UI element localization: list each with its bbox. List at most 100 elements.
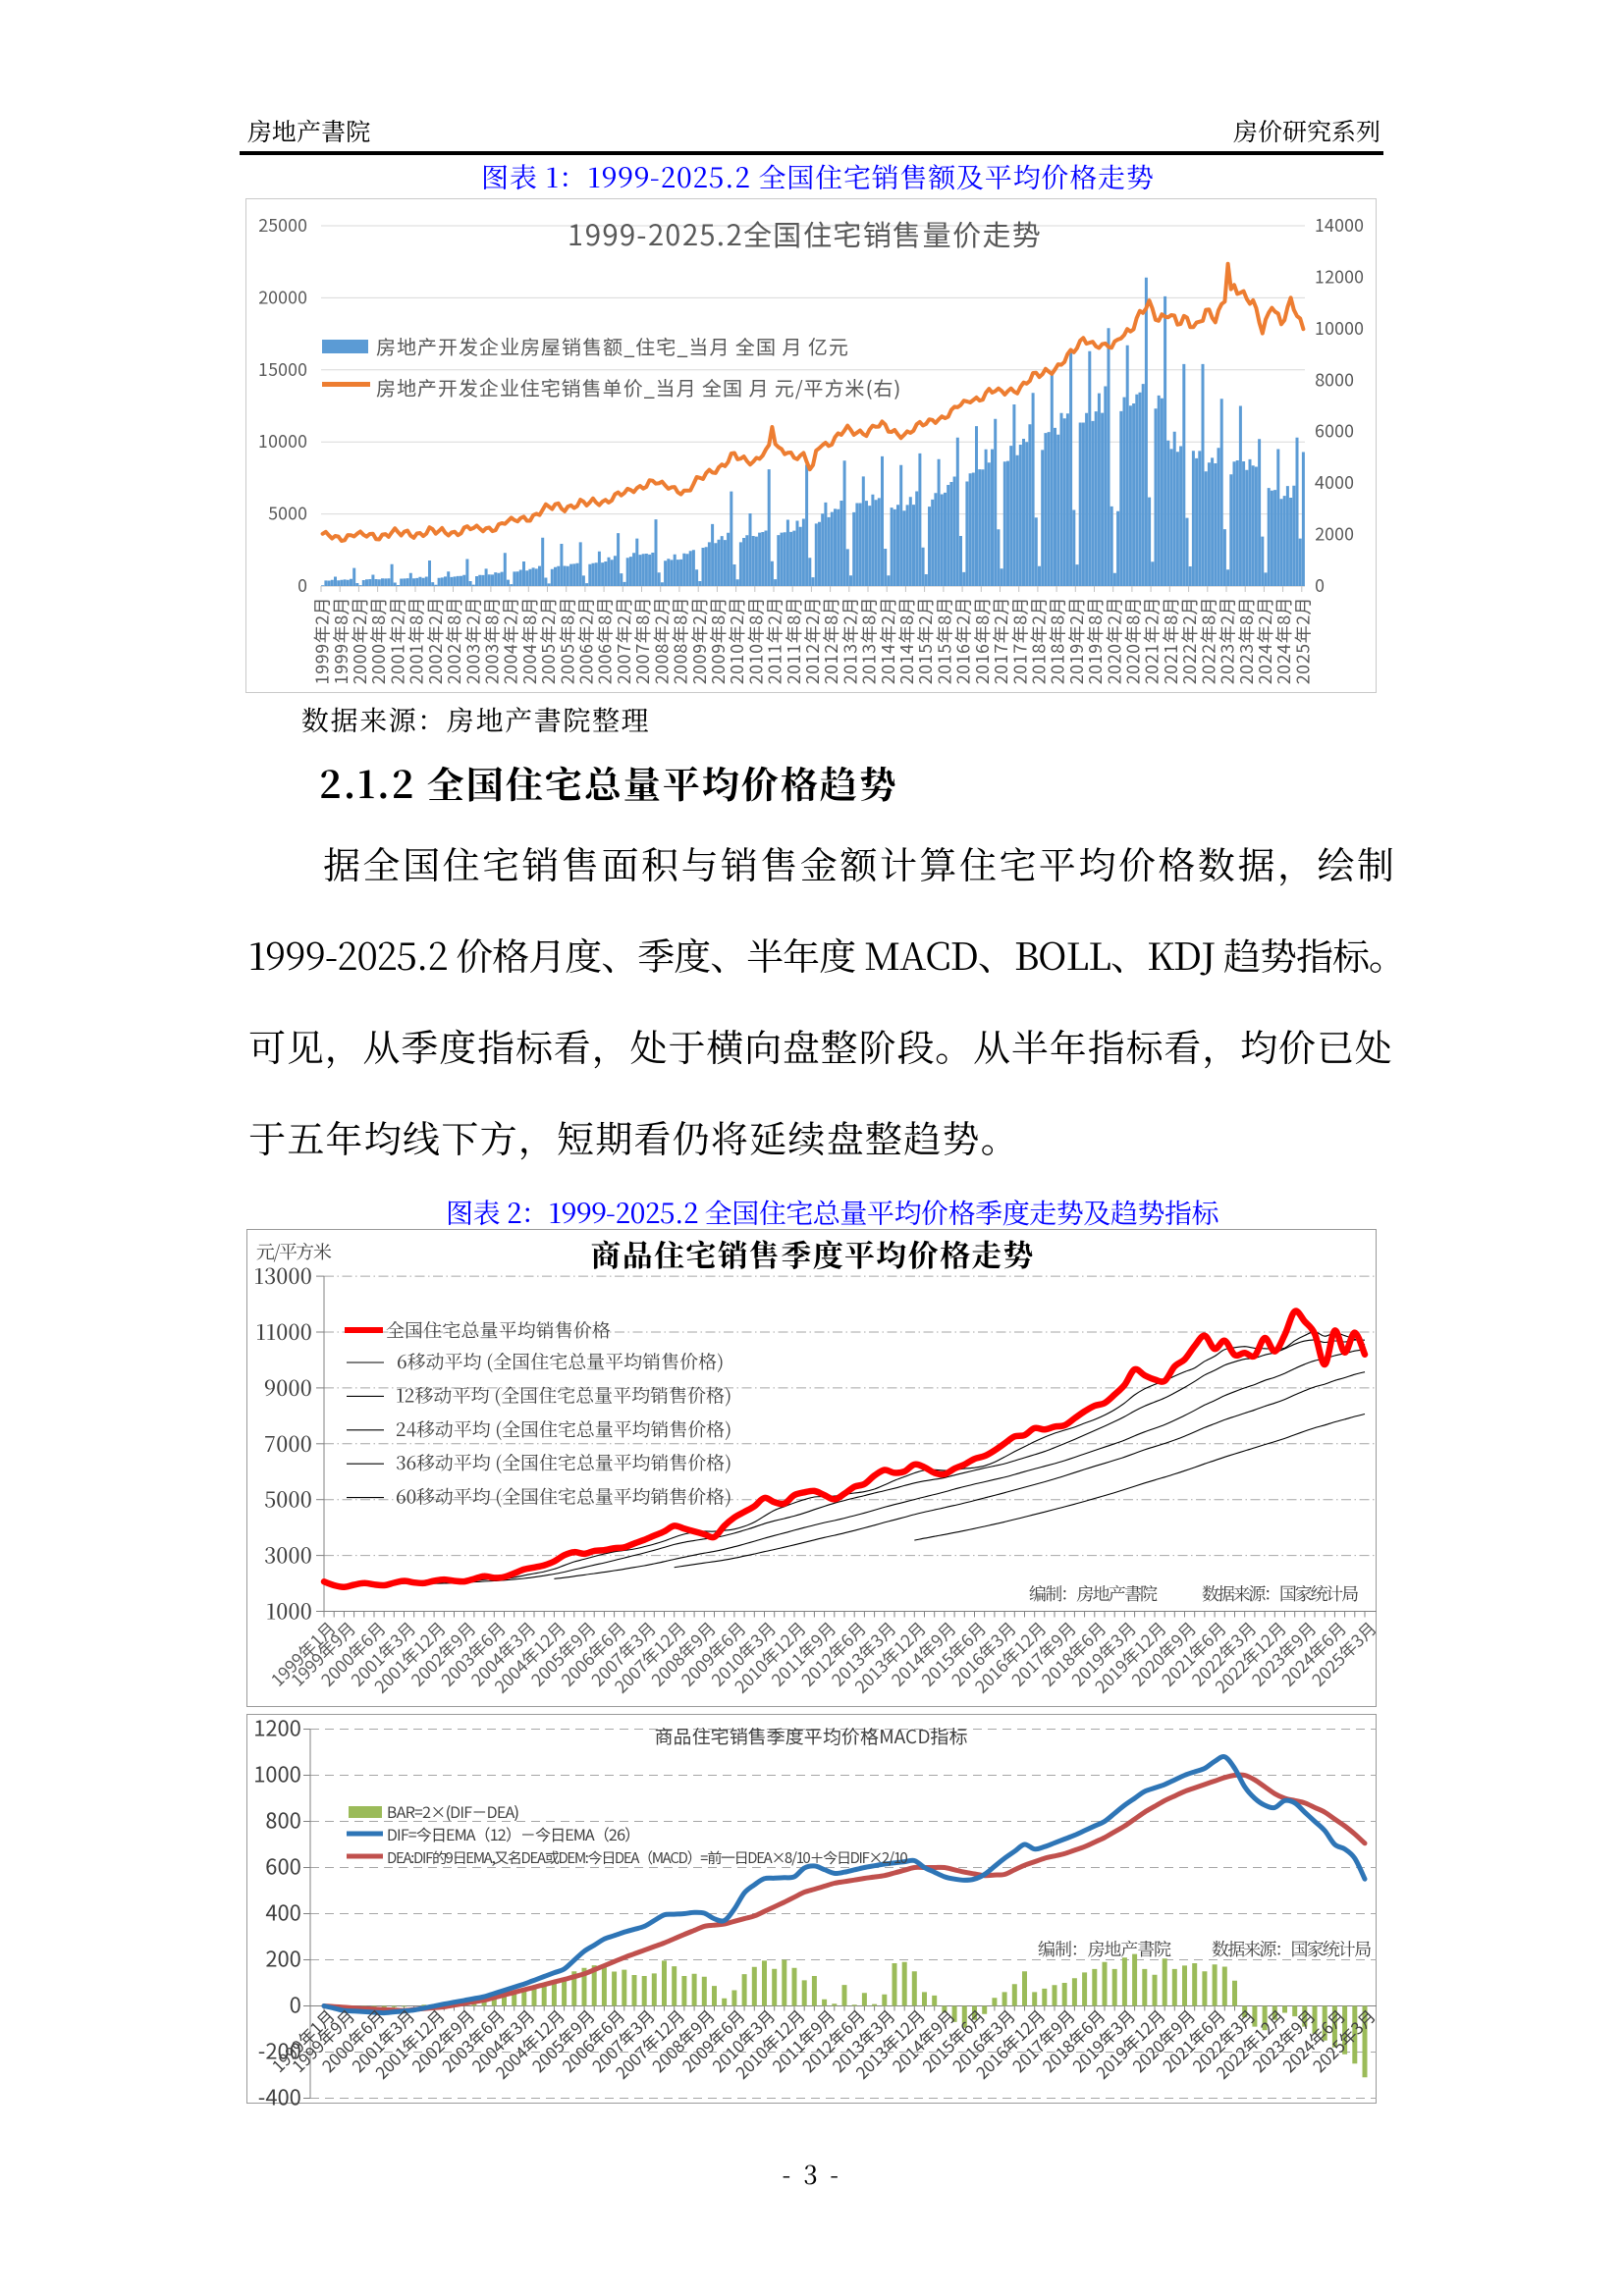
svg-text:5000: 5000 bbox=[268, 501, 307, 526]
svg-text:元/平方米: 元/平方米 bbox=[256, 1238, 332, 1264]
svg-text:2013年2月: 2013年2月 bbox=[837, 597, 862, 684]
svg-text:15000: 15000 bbox=[258, 356, 307, 382]
svg-text:2010年2月: 2010年2月 bbox=[724, 597, 749, 684]
svg-text:2011年2月: 2011年2月 bbox=[762, 597, 787, 684]
svg-text:2024年2月: 2024年2月 bbox=[1252, 597, 1277, 684]
svg-text:3000: 3000 bbox=[264, 1540, 312, 1571]
svg-text:2002年2月: 2002年2月 bbox=[422, 597, 448, 684]
svg-text:2008年8月: 2008年8月 bbox=[668, 597, 693, 684]
svg-text:2017年8月: 2017年8月 bbox=[1006, 597, 1032, 684]
svg-text:2018年2月: 2018年2月 bbox=[1026, 597, 1052, 684]
svg-text:商品住宅销售季度平均价格MACD指标: 商品住宅销售季度平均价格MACD指标 bbox=[655, 1723, 968, 1749]
svg-text:800: 800 bbox=[265, 1804, 301, 1836]
svg-text:2006年2月: 2006年2月 bbox=[573, 597, 599, 684]
svg-text:0: 0 bbox=[290, 1989, 301, 2020]
svg-text:房地产开发企业住宅销售单价_当月 全国 月 元/平方米(右): 房地产开发企业住宅销售单价_当月 全国 月 元/平方米(右) bbox=[376, 373, 900, 401]
svg-text:2004年2月: 2004年2月 bbox=[498, 597, 523, 684]
svg-text:2003年2月: 2003年2月 bbox=[460, 597, 485, 684]
svg-text:2022年8月: 2022年8月 bbox=[1195, 597, 1220, 684]
svg-text:2011年8月: 2011年8月 bbox=[781, 597, 806, 684]
svg-text:2004年8月: 2004年8月 bbox=[516, 597, 542, 684]
svg-text:2021年8月: 2021年8月 bbox=[1158, 597, 1183, 684]
svg-text:10000: 10000 bbox=[258, 428, 307, 454]
svg-text:20000: 20000 bbox=[258, 284, 307, 309]
svg-text:数据来源：国家统计局: 数据来源：国家统计局 bbox=[1212, 1936, 1372, 1961]
svg-text:2025年2月: 2025年2月 bbox=[1289, 597, 1315, 684]
svg-text:2023年2月: 2023年2月 bbox=[1215, 597, 1240, 684]
svg-text:600: 600 bbox=[265, 1850, 301, 1882]
svg-text:2000: 2000 bbox=[1315, 521, 1354, 547]
svg-text:12000: 12000 bbox=[1315, 263, 1364, 289]
svg-text:11000: 11000 bbox=[256, 1316, 313, 1347]
svg-text:房地产开发企业房屋销售额_住宅_当月 全国 月 亿元: 房地产开发企业房屋销售额_住宅_当月 全国 月 亿元 bbox=[376, 332, 848, 360]
svg-text:2000年2月: 2000年2月 bbox=[347, 597, 372, 684]
svg-text:13000: 13000 bbox=[254, 1260, 312, 1291]
svg-text:12移动平均 (全国住宅总量平均销售价格): 12移动平均 (全国住宅总量平均销售价格) bbox=[396, 1381, 731, 1408]
svg-text:4000: 4000 bbox=[1315, 469, 1354, 495]
svg-text:36移动平均 (全国住宅总量平均销售价格): 36移动平均 (全国住宅总量平均销售价格) bbox=[396, 1449, 731, 1475]
svg-text:数据来源：国家统计局: 数据来源：国家统计局 bbox=[1202, 1580, 1359, 1606]
svg-text:0: 0 bbox=[298, 572, 307, 598]
svg-text:编制：房地产書院: 编制：房地产書院 bbox=[1038, 1936, 1171, 1961]
svg-text:DIF=今日EMA（12）－今日EMA（26）: DIF=今日EMA（12）－今日EMA（26） bbox=[387, 1822, 640, 1845]
svg-text:2001年2月: 2001年2月 bbox=[384, 597, 409, 684]
svg-text:2018年8月: 2018年8月 bbox=[1045, 597, 1070, 684]
svg-text:2016年2月: 2016年2月 bbox=[950, 597, 976, 684]
svg-text:2009年2月: 2009年2月 bbox=[686, 597, 712, 684]
svg-text:2022年2月: 2022年2月 bbox=[1176, 597, 1202, 684]
svg-text:1999年8月: 1999年8月 bbox=[328, 597, 353, 684]
svg-text:2017年2月: 2017年2月 bbox=[988, 597, 1013, 684]
svg-text:2021年2月: 2021年2月 bbox=[1139, 597, 1164, 684]
svg-text:6移动平均 (全国住宅总量平均销售价格): 6移动平均 (全国住宅总量平均销售价格) bbox=[397, 1348, 724, 1374]
svg-text:2000年8月: 2000年8月 bbox=[365, 597, 391, 684]
svg-text:2007年2月: 2007年2月 bbox=[611, 597, 636, 684]
svg-text:9000: 9000 bbox=[264, 1372, 312, 1403]
svg-text:-200: -200 bbox=[258, 2035, 301, 2066]
svg-text:2014年2月: 2014年2月 bbox=[875, 597, 900, 684]
svg-text:2007年8月: 2007年8月 bbox=[629, 597, 655, 684]
svg-text:1000: 1000 bbox=[253, 1758, 301, 1789]
svg-text:编制：房地产書院: 编制：房地产書院 bbox=[1029, 1580, 1158, 1606]
svg-text:2020年2月: 2020年2月 bbox=[1101, 597, 1126, 684]
svg-text:2012年8月: 2012年8月 bbox=[818, 597, 843, 684]
svg-text:2002年8月: 2002年8月 bbox=[441, 597, 466, 684]
svg-text:200: 200 bbox=[265, 1943, 301, 1974]
svg-text:1000: 1000 bbox=[266, 1596, 312, 1627]
svg-text:1999年2月: 1999年2月 bbox=[309, 597, 335, 684]
svg-text:2015年8月: 2015年8月 bbox=[932, 597, 957, 684]
svg-text:1200: 1200 bbox=[253, 1712, 301, 1743]
svg-text:2001年8月: 2001年8月 bbox=[404, 597, 429, 684]
svg-text:2020年8月: 2020年8月 bbox=[1120, 597, 1146, 684]
svg-text:5000: 5000 bbox=[264, 1484, 312, 1515]
svg-text:25000: 25000 bbox=[258, 212, 307, 238]
svg-text:2023年8月: 2023年8月 bbox=[1233, 597, 1259, 684]
svg-text:1999-2025.2全国住宅销售量价走势: 1999-2025.2全国住宅销售量价走势 bbox=[568, 213, 1041, 254]
svg-text:60移动平均 (全国住宅总量平均销售价格): 60移动平均 (全国住宅总量平均销售价格) bbox=[396, 1483, 731, 1510]
svg-text:6000: 6000 bbox=[1315, 418, 1354, 444]
svg-text:2012年2月: 2012年2月 bbox=[799, 597, 825, 684]
svg-text:2014年8月: 2014年8月 bbox=[893, 597, 919, 684]
svg-text:BAR=2×(DIF－DEA): BAR=2×(DIF－DEA) bbox=[387, 1799, 519, 1823]
svg-text:10000: 10000 bbox=[1315, 315, 1364, 341]
svg-text:DEA:DIF的9日EMA,又名DEA或DEM:今日DEA（: DEA:DIF的9日EMA,又名DEA或DEM:今日DEA（MACD）=前一日D… bbox=[387, 1847, 909, 1868]
svg-text:0: 0 bbox=[1315, 572, 1325, 598]
svg-text:2019年8月: 2019年8月 bbox=[1082, 597, 1108, 684]
svg-text:2005年2月: 2005年2月 bbox=[535, 597, 561, 684]
svg-text:8000: 8000 bbox=[1315, 366, 1354, 392]
svg-text:全国住宅总量平均销售价格: 全国住宅总量平均销售价格 bbox=[386, 1316, 611, 1343]
svg-text:2009年8月: 2009年8月 bbox=[705, 597, 731, 684]
svg-text:7000: 7000 bbox=[264, 1428, 312, 1459]
svg-text:2005年8月: 2005年8月 bbox=[554, 597, 579, 684]
svg-text:24移动平均 (全国住宅总量平均销售价格): 24移动平均 (全国住宅总量平均销售价格) bbox=[396, 1415, 731, 1442]
svg-text:2006年8月: 2006年8月 bbox=[592, 597, 618, 684]
svg-text:2016年8月: 2016年8月 bbox=[969, 597, 995, 684]
svg-text:2015年2月: 2015年2月 bbox=[912, 597, 938, 684]
svg-text:2019年2月: 2019年2月 bbox=[1063, 597, 1089, 684]
svg-text:2003年8月: 2003年8月 bbox=[479, 597, 505, 684]
svg-text:商品住宅销售季度平均价格走势: 商品住宅销售季度平均价格走势 bbox=[591, 1231, 1034, 1275]
svg-text:14000: 14000 bbox=[1315, 212, 1364, 238]
svg-text:2013年8月: 2013年8月 bbox=[856, 597, 882, 684]
svg-text:2008年2月: 2008年2月 bbox=[648, 597, 674, 684]
svg-text:2010年8月: 2010年8月 bbox=[742, 597, 768, 684]
svg-text:400: 400 bbox=[265, 1896, 301, 1928]
